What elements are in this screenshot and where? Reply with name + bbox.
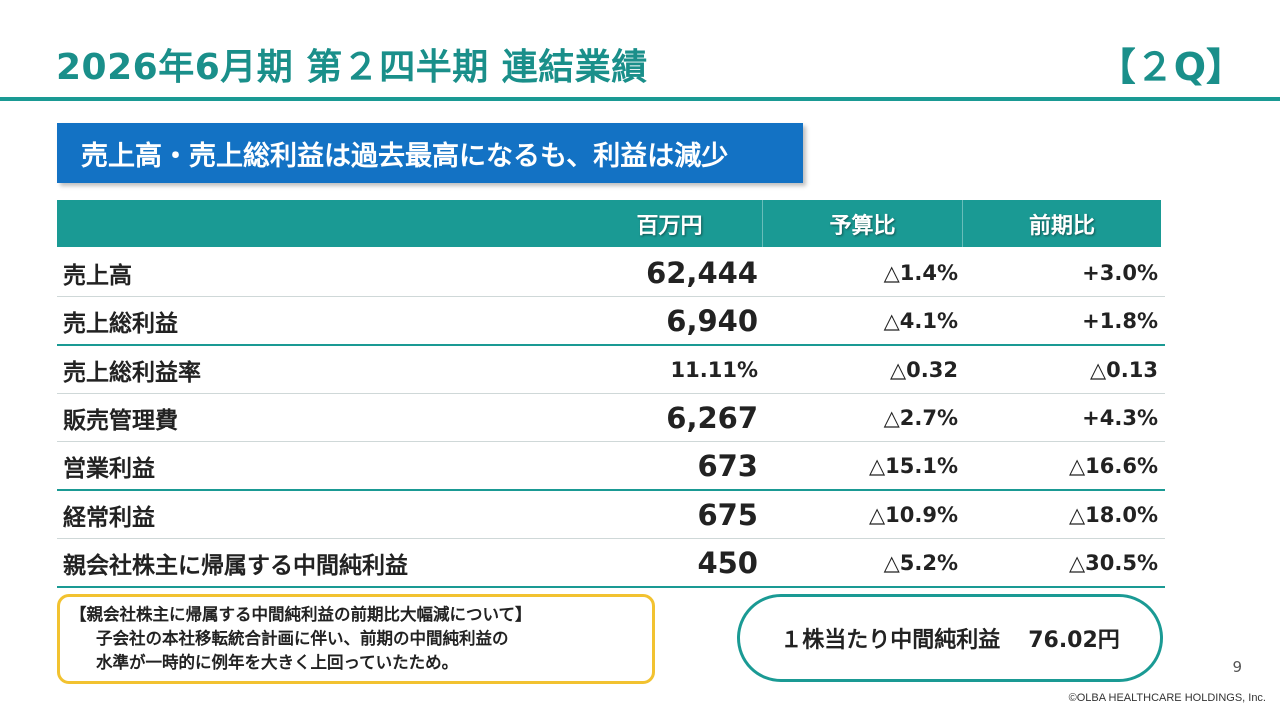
page-number: 9 (1232, 658, 1242, 676)
table-row: 販売管理費 6,267 △2.7% +4.3% (57, 394, 1165, 442)
column-divider (962, 200, 963, 247)
row-prev-year-ratio: △0.13 (1090, 357, 1158, 382)
column-header-budget: 予算比 (829, 213, 896, 239)
copyright-notice: ©OLBA HEALTHCARE HOLDINGS, Inc. (1068, 692, 1266, 704)
row-amount: 673 (697, 448, 758, 483)
row-amount: 675 (697, 497, 758, 532)
results-table-body: 売上高 62,444 △1.4% +3.0% 売上総利益 6,940 △4.1%… (57, 249, 1165, 588)
table-row: 売上総利益率 11.11% △0.32 △0.13 (57, 346, 1165, 394)
results-table-header: 百万円 予算比 前期比 (57, 200, 1161, 247)
row-budget-ratio: △4.1% (883, 308, 958, 333)
row-label: 売上高 (63, 262, 132, 289)
note-heading: 【親会社株主に帰属する中間純利益の前期比大幅減について】 (70, 605, 532, 624)
title-divider (0, 97, 1280, 101)
row-budget-ratio: △10.9% (868, 502, 958, 527)
eps-value: 76.02円 (1028, 628, 1120, 653)
row-amount: 6,940 (666, 303, 758, 338)
row-budget-ratio: △2.7% (883, 405, 958, 430)
row-prev-year-ratio: +4.3% (1082, 405, 1158, 430)
table-row: 親会社株主に帰属する中間純利益 450 △5.2% △30.5% (57, 539, 1165, 588)
column-header-amount: 百万円 (636, 213, 703, 239)
page-title: 2026年6月期 第２四半期 連結業績 (56, 47, 648, 88)
eps-label: １株当たり中間純利益 (780, 628, 1001, 653)
row-label: 経常利益 (63, 504, 155, 531)
row-budget-ratio: △1.4% (883, 260, 958, 285)
row-amount: 6,267 (666, 400, 758, 435)
row-amount: 11.11% (670, 357, 758, 382)
row-amount: 62,444 (646, 255, 758, 290)
table-row: 経常利益 675 △10.9% △18.0% (57, 491, 1165, 539)
row-budget-ratio: △5.2% (883, 550, 958, 575)
row-prev-year-ratio: +3.0% (1082, 260, 1158, 285)
row-prev-year-ratio: △18.0% (1068, 502, 1158, 527)
table-row: 売上高 62,444 △1.4% +3.0% (57, 249, 1165, 297)
table-row: 売上総利益 6,940 △4.1% +1.8% (57, 297, 1165, 346)
eps-callout: １株当たり中間純利益 76.02円 (737, 594, 1163, 682)
row-label: 売上総利益 (63, 310, 178, 337)
row-label: 売上総利益率 (63, 359, 201, 386)
row-amount: 450 (697, 545, 758, 580)
column-divider (762, 200, 763, 247)
note-line: 水準が一時的に例年を大きく上回っていたため。 (96, 653, 459, 672)
headline-banner: 売上高・売上総利益は過去最高になるも、利益は減少 (57, 123, 803, 183)
row-label: 営業利益 (63, 455, 155, 482)
net-income-note-box: 【親会社株主に帰属する中間純利益の前期比大幅減について】 子会社の本社移転統合計… (57, 594, 655, 684)
row-label: 販売管理費 (63, 407, 178, 434)
quarter-badge: 【２Q】 (1097, 45, 1244, 89)
table-row: 営業利益 673 △15.1% △16.6% (57, 442, 1165, 491)
row-prev-year-ratio: △30.5% (1068, 550, 1158, 575)
row-budget-ratio: △0.32 (890, 357, 958, 382)
note-line: 子会社の本社移転統合計画に伴い、前期の中間純利益の (96, 629, 509, 648)
column-header-prev-year: 前期比 (1028, 213, 1095, 239)
row-budget-ratio: △15.1% (868, 453, 958, 478)
row-prev-year-ratio: △16.6% (1068, 453, 1158, 478)
row-label: 親会社株主に帰属する中間純利益 (63, 552, 408, 579)
row-prev-year-ratio: +1.8% (1082, 308, 1158, 333)
